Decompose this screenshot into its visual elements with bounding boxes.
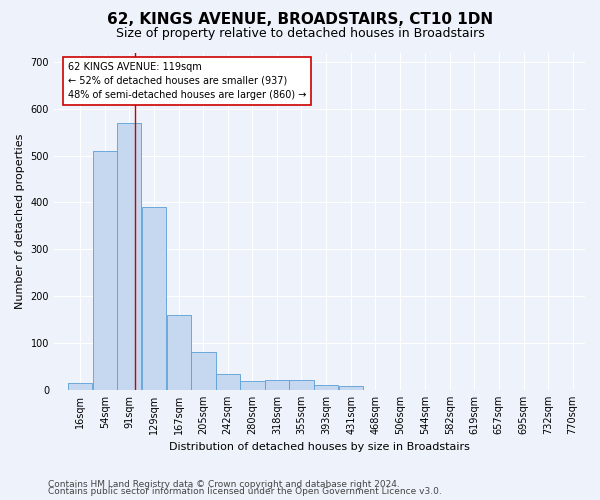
Bar [339, 386, 363, 390]
Text: Size of property relative to detached houses in Broadstairs: Size of property relative to detached ho… [116, 28, 484, 40]
Bar [289, 380, 314, 390]
Bar [93, 151, 117, 390]
Bar [314, 385, 338, 390]
Text: 62, KINGS AVENUE, BROADSTAIRS, CT10 1DN: 62, KINGS AVENUE, BROADSTAIRS, CT10 1DN [107, 12, 493, 28]
Bar [265, 380, 289, 390]
Bar [191, 352, 215, 390]
Text: 62 KINGS AVENUE: 119sqm
← 52% of detached houses are smaller (937)
48% of semi-d: 62 KINGS AVENUE: 119sqm ← 52% of detache… [68, 62, 307, 100]
Bar [215, 374, 239, 390]
Bar [241, 380, 265, 390]
Bar [117, 123, 141, 390]
Bar [167, 315, 191, 390]
Text: Contains HM Land Registry data © Crown copyright and database right 2024.: Contains HM Land Registry data © Crown c… [48, 480, 400, 489]
Text: Contains public sector information licensed under the Open Government Licence v3: Contains public sector information licen… [48, 488, 442, 496]
Bar [142, 207, 166, 390]
Y-axis label: Number of detached properties: Number of detached properties [15, 134, 25, 309]
Bar [68, 383, 92, 390]
X-axis label: Distribution of detached houses by size in Broadstairs: Distribution of detached houses by size … [169, 442, 470, 452]
